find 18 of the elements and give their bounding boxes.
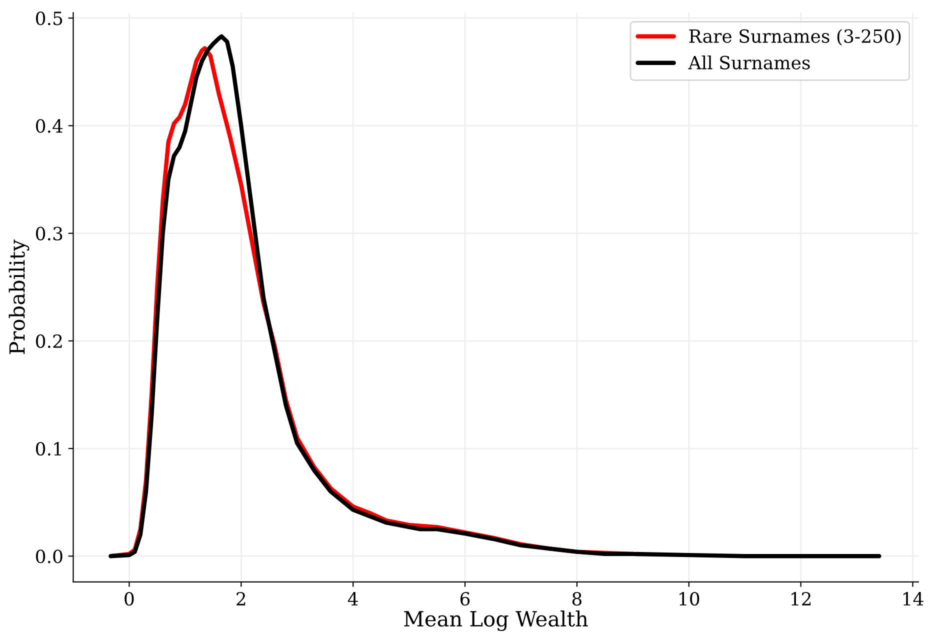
y-tick-label: 0.0 [36, 550, 62, 564]
x-axis-title: Mean Log Wealth [404, 610, 588, 631]
y-axis-title: Probability [8, 240, 30, 354]
y-tick-label: 0.1 [36, 442, 61, 456]
x-tick-label: 2 [236, 592, 246, 606]
x-tick-label: 10 [680, 592, 700, 606]
x-tick-label: 14 [903, 592, 924, 606]
legend-label: Rare Surnames (3-250) [689, 28, 901, 46]
legend-label: All Surnames [688, 55, 810, 70]
y-tick-label: 0.5 [36, 12, 62, 26]
x-tick-label: 0 [124, 592, 134, 606]
x-tick-label: 4 [348, 592, 358, 606]
y-tick-label: 0.2 [36, 334, 62, 348]
y-tick-label: 0.4 [36, 119, 63, 133]
x-tick-label: 12 [792, 592, 811, 606]
y-tick-label: 0.3 [36, 226, 62, 240]
x-tick-label: 6 [460, 592, 470, 606]
x-tick-label: 8 [572, 592, 582, 606]
